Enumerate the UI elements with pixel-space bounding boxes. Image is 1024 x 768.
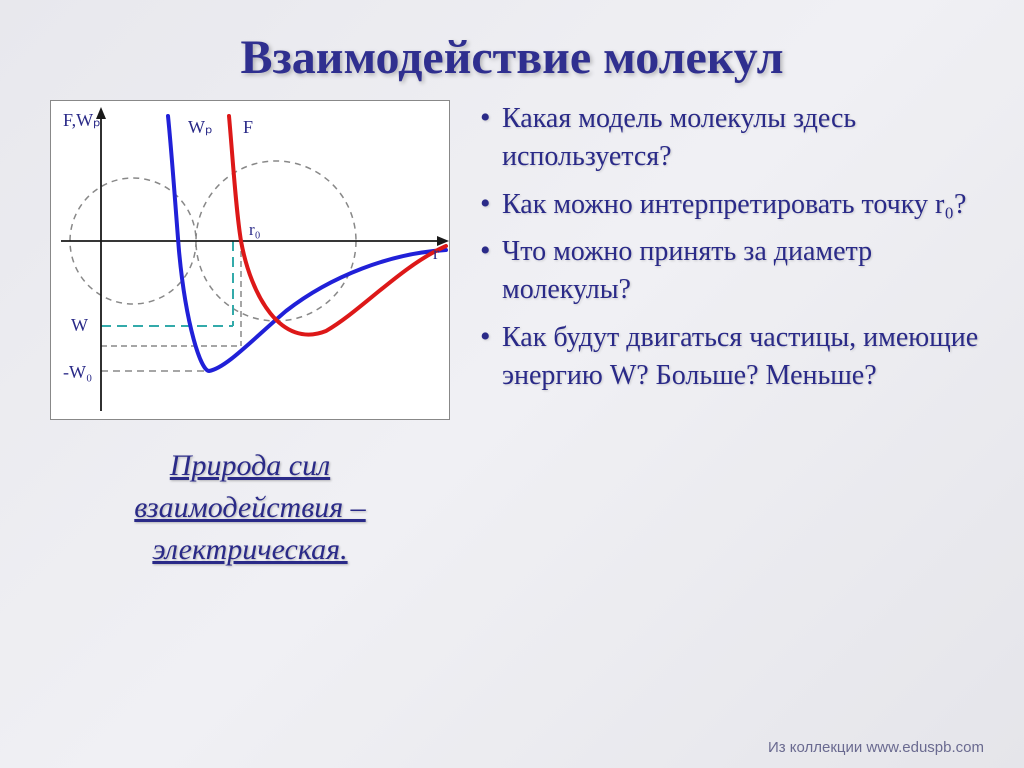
svg-text:Wₚ: Wₚ bbox=[188, 117, 213, 137]
svg-text:-W₀: -W₀ bbox=[63, 362, 92, 382]
bullet-list: Какая модель молекулы здесь используется… bbox=[480, 100, 984, 395]
svg-text:F: F bbox=[243, 117, 253, 137]
bullet-item: Какая модель молекулы здесь используется… bbox=[480, 100, 984, 176]
chart-caption: Природа сил взаимодействия – электрическ… bbox=[134, 445, 365, 571]
svg-text:r₀: r₀ bbox=[249, 220, 261, 239]
caption-line: электрическая. bbox=[134, 529, 365, 571]
slide: Взаимодействие молекул F,Wₚ r r₀ Wₚ F W -W₀ Пр… bbox=[0, 0, 1024, 768]
bullet-item: Как можно интерпретировать точку r₀? bbox=[480, 186, 984, 224]
slide-title: Взаимодействие молекул bbox=[40, 30, 984, 85]
bullet-item: Что можно принять за диаметр молекулы? bbox=[480, 233, 984, 309]
content-row: F,Wₚ r r₀ Wₚ F W -W₀ Природа сил взаимодействи… bbox=[40, 100, 984, 571]
svg-text:W: W bbox=[71, 315, 88, 335]
svg-text:F,Wₚ: F,Wₚ bbox=[63, 110, 101, 130]
caption-line: взаимодействия – bbox=[134, 487, 365, 529]
svg-text:r: r bbox=[433, 243, 439, 263]
interaction-chart-svg: F,Wₚ r r₀ Wₚ F W -W₀ bbox=[51, 101, 451, 421]
left-column: F,Wₚ r r₀ Wₚ F W -W₀ Природа сил взаимодействи… bbox=[40, 100, 460, 571]
footer-credit: Из коллекции www.eduspb.com bbox=[768, 739, 984, 756]
right-column: Какая модель молекулы здесь используется… bbox=[480, 100, 984, 571]
caption-line: Природа сил bbox=[134, 445, 365, 487]
bullet-item: Как будут двигаться частицы, имеющие эне… bbox=[480, 319, 984, 395]
interaction-chart: F,Wₚ r r₀ Wₚ F W -W₀ bbox=[50, 100, 450, 420]
